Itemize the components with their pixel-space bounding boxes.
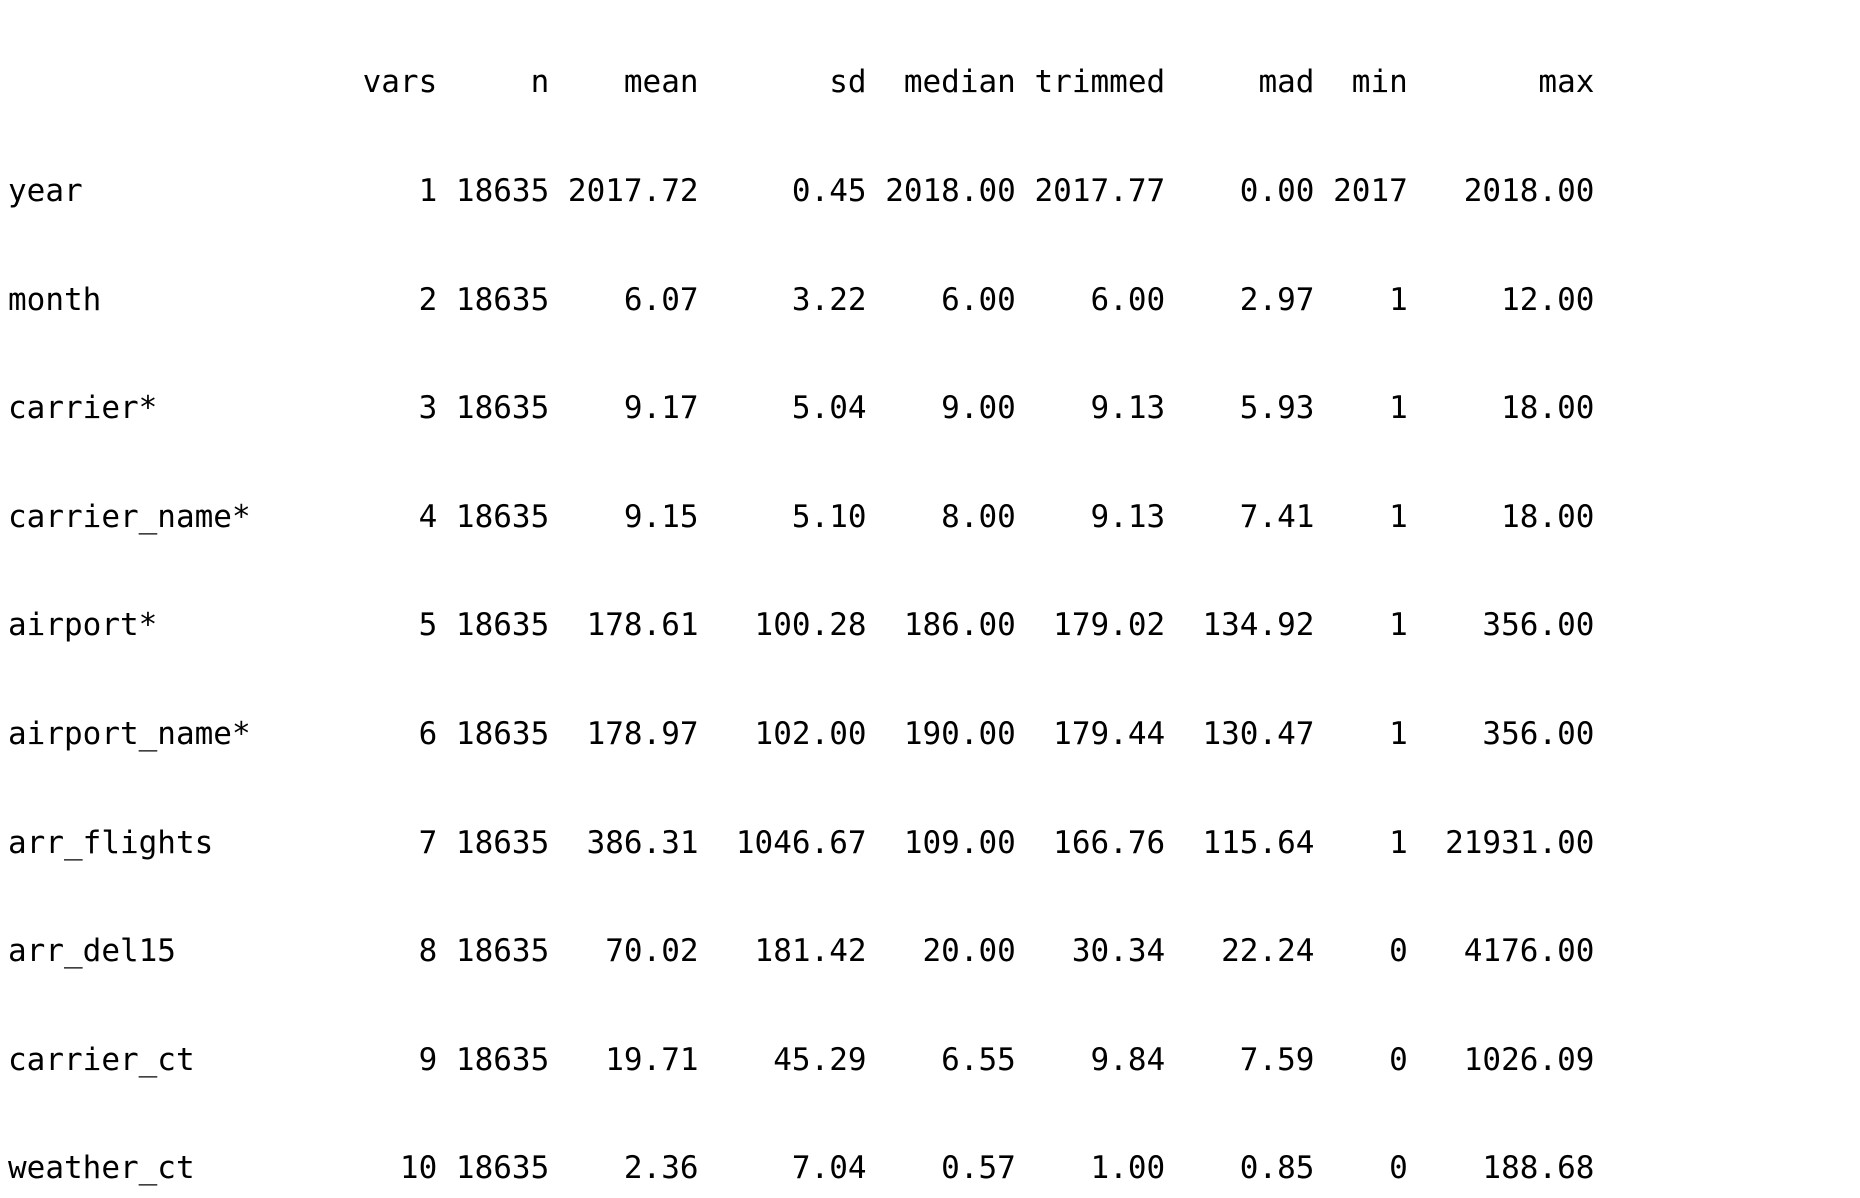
table-header: vars n mean sd median trimmed mad min ma…: [8, 64, 1595, 101]
table-row: airport_name* 6 18635 178.97 102.00 190.…: [8, 715, 1595, 752]
console-output: vars n mean sd median trimmed mad min ma…: [8, 0, 1594, 1198]
table-row: arr_del15 8 18635 70.02 181.42 20.00 30.…: [8, 933, 1595, 970]
table-row: month 2 18635 6.07 3.22 6.00 6.00 2.97 1…: [8, 281, 1595, 318]
table-row: weather_ct 10 18635 2.36 7.04 0.57 1.00 …: [8, 1150, 1595, 1187]
table-row: arr_flights 7 18635 386.31 1046.67 109.0…: [8, 824, 1595, 861]
table-row: airport* 5 18635 178.61 100.28 186.00 17…: [8, 607, 1595, 644]
table-row: carrier* 3 18635 9.17 5.04 9.00 9.13 5.9…: [8, 390, 1595, 427]
table-row: carrier_ct 9 18635 19.71 45.29 6.55 9.84…: [8, 1041, 1595, 1078]
table-row: carrier_name* 4 18635 9.15 5.10 8.00 9.1…: [8, 498, 1595, 535]
table-row: year 1 18635 2017.72 0.45 2018.00 2017.7…: [8, 173, 1595, 209]
